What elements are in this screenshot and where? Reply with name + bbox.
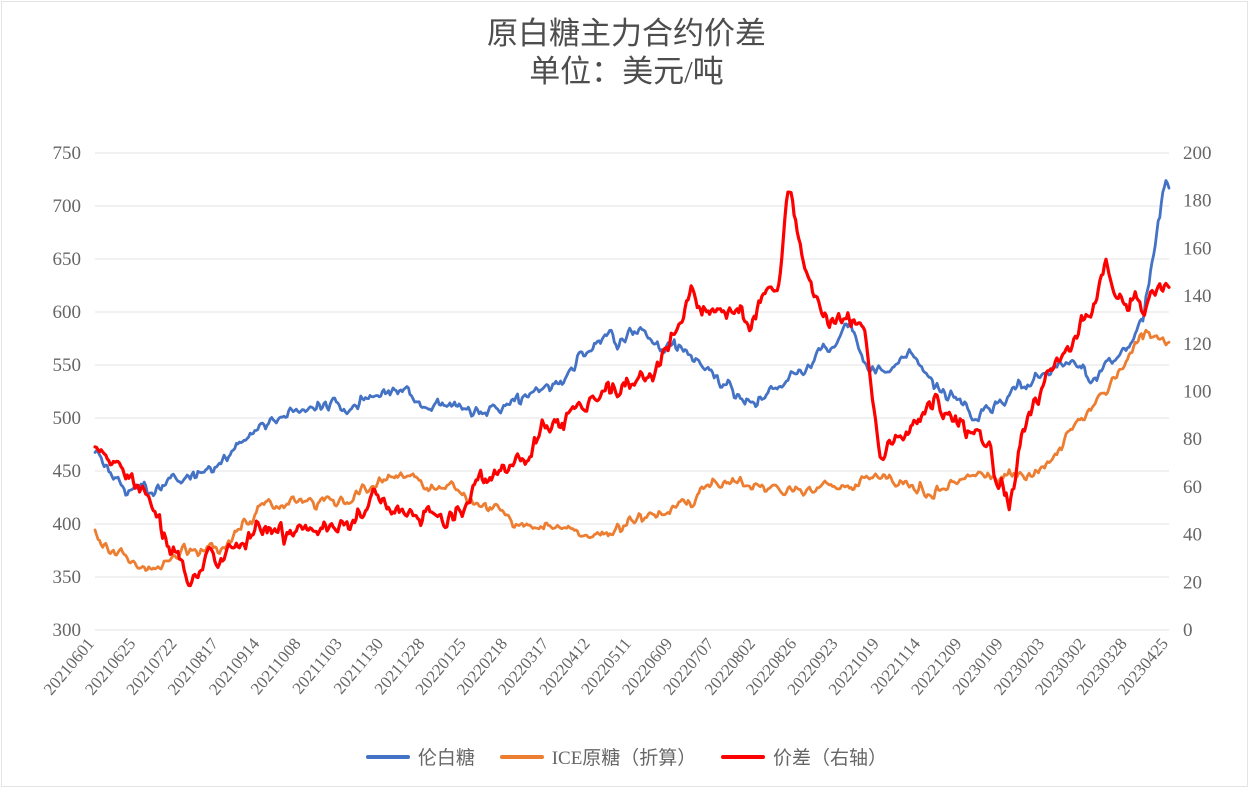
svg-text:200: 200 — [1183, 143, 1212, 164]
svg-text:180: 180 — [1183, 191, 1212, 212]
svg-text:0: 0 — [1183, 620, 1193, 641]
svg-text:20: 20 — [1183, 572, 1202, 593]
svg-text:140: 140 — [1183, 286, 1212, 307]
svg-text:550: 550 — [53, 355, 82, 376]
svg-text:300: 300 — [53, 620, 82, 641]
svg-text:160: 160 — [1183, 238, 1212, 259]
svg-text:80: 80 — [1183, 429, 1202, 450]
svg-text:600: 600 — [53, 302, 82, 323]
svg-text:350: 350 — [53, 567, 82, 588]
svg-text:60: 60 — [1183, 477, 1202, 498]
svg-text:450: 450 — [53, 461, 82, 482]
svg-text:500: 500 — [53, 408, 82, 429]
svg-text:40: 40 — [1183, 525, 1202, 546]
svg-text:750: 750 — [53, 143, 82, 164]
svg-text:400: 400 — [53, 514, 82, 535]
svg-text:100: 100 — [1183, 382, 1212, 403]
svg-text:650: 650 — [53, 249, 82, 270]
svg-text:700: 700 — [53, 196, 82, 217]
svg-text:120: 120 — [1183, 334, 1212, 355]
